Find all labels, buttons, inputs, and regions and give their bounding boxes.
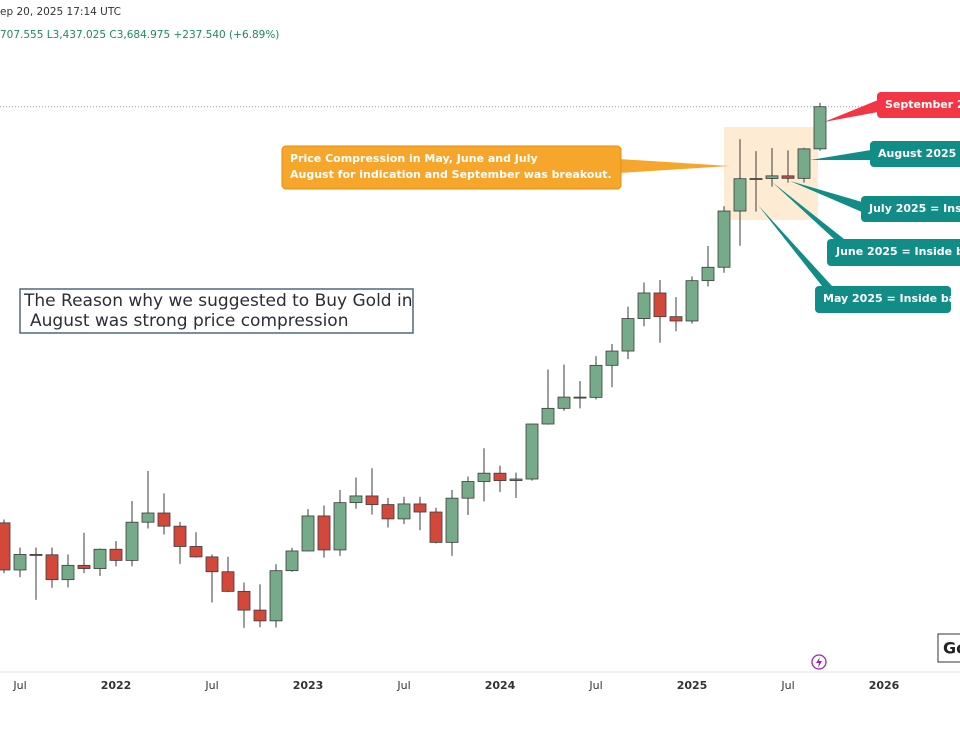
candle-body xyxy=(349,495,363,504)
candle-body xyxy=(397,503,411,520)
candle-body xyxy=(413,503,427,513)
candle-body xyxy=(173,525,187,547)
x-tick-label: Jul xyxy=(396,679,410,692)
x-tick-label: 2023 xyxy=(293,679,324,692)
callout-pointer xyxy=(790,181,862,212)
callout-text: June 2025 = Inside bar xyxy=(835,245,960,258)
candle-body xyxy=(525,423,539,480)
candle-body xyxy=(445,497,459,543)
x-tick-label: 2025 xyxy=(677,679,708,692)
candle-body xyxy=(621,318,635,352)
callout-text: July 2025 = Insi xyxy=(868,202,960,215)
x-tick-label: Jul xyxy=(12,679,26,692)
candle-body xyxy=(93,548,107,569)
callout-pointer xyxy=(619,159,730,173)
callout xyxy=(870,141,960,167)
callout-pointer xyxy=(758,205,832,286)
callout-text: May 2025 = Inside bar xyxy=(823,292,960,305)
candle-body xyxy=(669,316,683,322)
candle-body xyxy=(461,481,475,499)
candle-body xyxy=(493,472,507,481)
callout xyxy=(815,286,951,313)
candle-body xyxy=(125,521,139,561)
note-box xyxy=(19,288,414,334)
x-tick-label: 2026 xyxy=(869,679,900,692)
symbol-badge xyxy=(937,633,960,663)
candle-body xyxy=(685,280,699,322)
candle-body xyxy=(589,364,603,398)
callout xyxy=(281,145,622,190)
candle-body xyxy=(605,350,619,366)
candle-body xyxy=(141,512,155,523)
candle-body xyxy=(109,548,123,561)
callout-pointer xyxy=(810,150,871,160)
candle-body xyxy=(45,554,59,581)
candle-body xyxy=(573,396,587,399)
candle-body xyxy=(701,266,715,282)
candle-body xyxy=(317,515,331,551)
callout-text: August 2025 = xyxy=(878,147,960,160)
callout-text: Price Compression in May, June and July xyxy=(290,152,538,165)
callout xyxy=(827,239,960,266)
note-text: August was strong price compression xyxy=(30,311,348,331)
candle-body xyxy=(717,210,731,268)
candle-body xyxy=(733,178,747,212)
symbol-text: Go xyxy=(943,639,960,658)
callout-text: September 20 xyxy=(885,98,960,111)
candle-body xyxy=(189,546,203,558)
x-tick-label: Jul xyxy=(588,679,602,692)
x-tick-label: 2022 xyxy=(101,679,132,692)
candle-body xyxy=(813,106,827,150)
candle-body xyxy=(429,511,443,543)
ohlc-readout: 707.555 L3,437.025 C3,684.975 +237.540 (… xyxy=(0,29,279,41)
candle-body xyxy=(333,502,347,551)
callout-pointer xyxy=(772,182,844,239)
candle-body xyxy=(781,175,795,179)
candle-body xyxy=(365,495,379,505)
callout xyxy=(877,92,960,118)
candle-body xyxy=(381,504,395,520)
candle-body xyxy=(61,564,75,581)
candle-body xyxy=(157,512,171,527)
candle-body xyxy=(477,472,491,482)
candle-body xyxy=(13,554,27,571)
candle-body xyxy=(237,590,251,611)
candle-body xyxy=(269,570,283,622)
candle-body xyxy=(557,396,571,409)
x-tick-label: Jul xyxy=(204,679,218,692)
x-tick-label: 2024 xyxy=(485,679,516,692)
x-axis: Jul 2022 Jul 2023 Jul 2024 Jul 2025 Jul 2026 xyxy=(12,679,899,692)
callout-text: August for indication and September was … xyxy=(290,168,612,181)
timestamp: ep 20, 2025 17:14 UTC xyxy=(0,6,121,18)
candle-body xyxy=(0,522,11,571)
candle-body xyxy=(205,556,219,573)
candle-body xyxy=(285,550,299,572)
candle-body xyxy=(797,148,811,179)
candle-body xyxy=(637,292,651,319)
candle-body xyxy=(509,478,523,481)
candle-body xyxy=(29,554,43,556)
x-tick-label: Jul xyxy=(780,679,794,692)
note-text: The Reason why we suggested to Buy Gold … xyxy=(23,291,413,311)
candle-body xyxy=(765,175,779,179)
candle-body xyxy=(221,571,235,592)
candle-body xyxy=(749,178,763,180)
callout xyxy=(861,196,960,222)
candle-body xyxy=(653,292,667,318)
candle-body xyxy=(301,515,315,552)
candle-body xyxy=(253,609,267,622)
candle-body xyxy=(541,407,555,425)
candle-body xyxy=(77,564,91,569)
callout-pointer xyxy=(824,100,878,122)
plot xyxy=(0,102,960,628)
event-icon-bolt xyxy=(816,657,822,668)
